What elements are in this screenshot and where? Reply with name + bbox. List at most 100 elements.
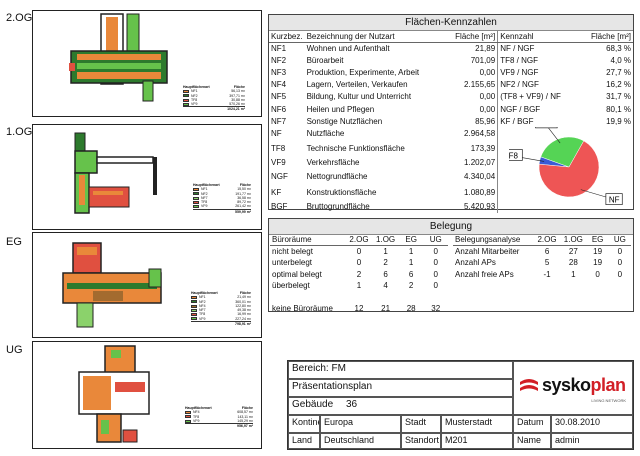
legend-row: NF2 191,77 m² <box>193 192 251 196</box>
floor-legend-eg: Hauptflächenart Fläche NF1 21,49 m² NF2 360,… <box>191 291 251 327</box>
datum-value: 30.08.2010 <box>551 415 633 433</box>
legend-code: TF8 <box>199 312 206 317</box>
kpi-cell-kzv: 19,9 % <box>606 116 631 126</box>
belegung-row: Anzahl freie APs -1 1 0 0 <box>453 269 631 281</box>
floor-plan-eg[interactable]: Hauptflächenart Fläche NF1 21,49 m² NF2 360,… <box>32 232 262 338</box>
kpi-cell-area: 0,00 <box>479 92 496 102</box>
legend-value: 143,11 m² <box>237 414 254 419</box>
legend-value: 570,26 m² <box>229 102 245 107</box>
legend-swatch <box>183 94 189 98</box>
belegung-row: keine Büroräume 12 21 28 32 <box>270 303 448 315</box>
kpi-cell-name: Bildung, Kultur und Unterricht <box>306 92 412 102</box>
floor-legend-ug: Hauptflächenart Fläche NF4 608,57 m² TF8 143… <box>185 406 254 429</box>
kpi-cell-area: 173,39 <box>470 144 496 154</box>
bereich-field: Bereich: FM <box>288 361 513 379</box>
legend-row: TF8 89,72 m² <box>193 200 251 204</box>
kpi-row: NF1 Wohnen und Aufenthalt 21,89 NF / NGF 68,… <box>269 42 633 55</box>
kpi-cell-area: 0,00 <box>479 104 496 114</box>
legend-value: 608,57 m² <box>237 410 253 415</box>
belegung-col-header: 2.OG <box>533 234 561 246</box>
belegung-value: 21 <box>381 304 391 314</box>
belegung-row-label <box>270 292 346 304</box>
legend-code: NF4 <box>193 410 200 415</box>
legend-value: 261,42 m² <box>235 204 251 209</box>
legend-code: NF7 <box>201 195 208 200</box>
belegung-value: 6 <box>544 247 550 256</box>
legend-swatch <box>183 102 189 106</box>
belegungsanalyse-header-row: Belegungsanalyse 2.OG 1.OG EG UG <box>453 234 631 246</box>
floor-plan-ug[interactable]: Hauptflächenart Fläche NF4 608,57 m² TF8 143… <box>32 341 262 449</box>
kpi-cell-name: Technische Funktionsfläche <box>306 144 405 154</box>
title-block: Bereich: FM Präsentationsplan Gebäude 36… <box>287 360 634 450</box>
kpi-cell-kz: NF / NGF <box>497 42 576 55</box>
legend-row: VF9 227,24 m² <box>191 317 251 321</box>
kpi-cell-kzv: 31,7 % <box>606 92 631 102</box>
land-label: Land <box>288 433 320 449</box>
kpi-cell-name: Nettogrundfläche <box>306 172 368 182</box>
legend-code: NF1 <box>201 187 208 192</box>
belegung-value: 12 <box>354 304 364 314</box>
belegung-row: überbelegt 1 4 2 0 <box>270 280 448 292</box>
legend-row: NF1 56,13 m² <box>183 89 245 93</box>
legend-swatch <box>193 205 199 209</box>
flaechen-kennzahlen-panel: Flächen-Kennzahlen Kurzbez. Bezeichnung … <box>268 14 634 214</box>
belegung-row: unterbelegt 0 2 1 0 <box>270 257 448 269</box>
legend-value: 360,01 m² <box>235 299 251 304</box>
belegung-col-header: 1.OG <box>372 234 399 246</box>
belegung-value: 0 <box>617 258 623 268</box>
belegung-value <box>346 292 373 304</box>
legend-swatch <box>193 196 199 200</box>
belegung-col-header: UG <box>608 234 631 246</box>
legend-row: NF4 122,80 m² <box>191 304 251 308</box>
belegung-row: nicht belegt 0 1 1 0 <box>270 246 448 258</box>
legend-code: TF8 <box>191 97 198 102</box>
belegung-row: Anzahl APs 5 28 19 0 <box>453 257 631 269</box>
kpi-row: NF3 Produktion, Experimente, Arbeit 0,00 VF… <box>269 66 633 79</box>
floor-plan-1og[interactable]: Hauptflächenart Fläche NF1 15,50 m² NF2 191,… <box>32 124 262 230</box>
belegung-value: 4 <box>383 281 388 291</box>
belegung-col-header: 2.OG <box>345 234 373 246</box>
legend-value: 145,29 m² <box>237 418 253 423</box>
legend-row: NF4 608,57 m² <box>185 410 253 414</box>
kpi-col-header: Fläche [m²] <box>575 31 633 43</box>
floor-label-2og: 2.OG <box>6 12 33 24</box>
legend-code: VF9 <box>193 418 200 423</box>
gebaeude-number: 36 <box>345 399 358 410</box>
legend-value: 122,80 m² <box>235 303 251 308</box>
legend-swatch <box>191 313 197 317</box>
belegung-value: 1 <box>408 258 414 268</box>
legend-swatch <box>191 295 197 299</box>
legend-value: 21,49 m² <box>237 295 251 300</box>
kpi-cell-area: 85,96 <box>475 116 496 126</box>
kpi-cell-name: Wohnen und Aufenthalt <box>306 43 390 53</box>
kpi-cell-code: TF8 <box>271 144 286 154</box>
kpi-cell-area: 2.964,58 <box>464 129 496 139</box>
kontinent-label: Kontinent <box>288 415 320 433</box>
legend-code: VF9 <box>201 204 208 209</box>
company-logo: syskoplan LIVING NETWORK <box>513 361 633 415</box>
belegung-value <box>372 292 399 304</box>
belegung-value: 2 <box>408 281 414 291</box>
legend-code: NF1 <box>199 295 206 300</box>
legend-swatch <box>193 192 199 196</box>
legend-value: 89,72 m² <box>237 200 251 205</box>
belegung-col-header: 1.OG <box>560 234 587 246</box>
floor-plan-2og[interactable]: Hauptflächenart Fläche NF1 56,13 m² NF2 397,… <box>32 10 262 117</box>
belegung-value <box>423 292 448 304</box>
belegung-value: 6 <box>383 269 388 279</box>
legend-row: TF8 30,88 m² <box>183 98 245 102</box>
bueroraeume-table: Büroräume 2.OG 1.OG EG UG nicht belegt 0 1… <box>270 234 448 315</box>
kpi-cell-kz: TF8 / NGF <box>497 54 576 67</box>
belegung-row-label: Anzahl freie APs <box>455 269 514 279</box>
legend-code: TF8 <box>193 414 200 419</box>
syskoplan-logo-icon <box>520 379 538 391</box>
legend-row: VF9 261,42 m² <box>193 204 251 208</box>
kpi-title: Flächen-Kennzahlen <box>269 15 633 31</box>
datum-label: Datum <box>513 415 551 433</box>
belegung-value: 19 <box>593 258 603 268</box>
floor-label-1og: 1.OG <box>6 126 33 138</box>
legend-row: TF8 16,99 m² <box>191 312 251 316</box>
belegung-value: 6 <box>408 269 414 279</box>
kpi-cell-code: NF2 <box>271 55 287 65</box>
belegung-value: 2 <box>383 258 388 268</box>
